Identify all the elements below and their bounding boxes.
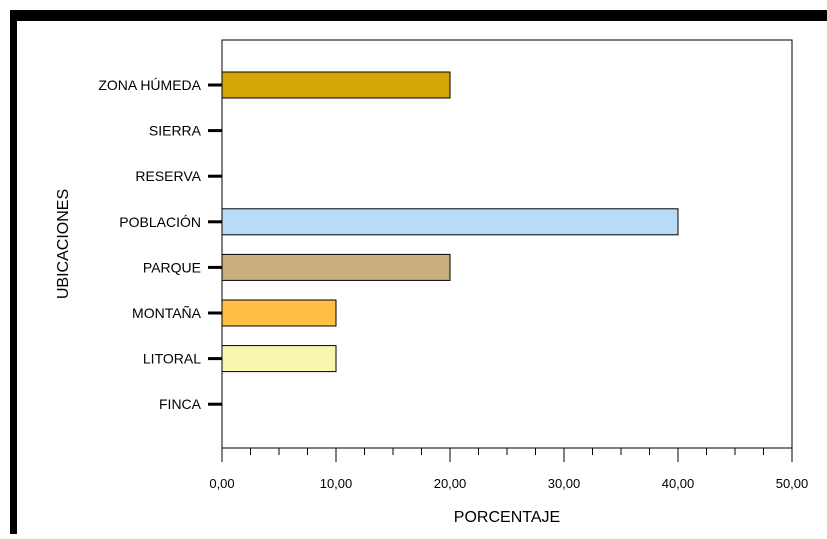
x-axis-title: PORCENTAJE xyxy=(454,509,560,526)
y-tick-label: LITORAL xyxy=(143,351,201,367)
x-tick-label: 20,00 xyxy=(434,476,467,491)
y-tick-label: FINCA xyxy=(159,396,202,412)
bar-parque xyxy=(221,253,451,281)
y-tick-label: ZONA HÚMEDA xyxy=(98,77,201,93)
x-tick-label: 0,00 xyxy=(209,476,234,491)
y-tick-label: POBLACIÓN xyxy=(119,214,201,230)
y-tick-label: RESERVA xyxy=(135,168,201,184)
bar-población xyxy=(221,208,679,236)
bar-zona-húmeda xyxy=(221,71,451,99)
bars-group xyxy=(221,71,679,373)
outer-border-left xyxy=(10,10,17,534)
y-axis-ticks: ZONA HÚMEDA SIERRA RESERVA POBLACIÓN PARQUE M… xyxy=(98,77,222,412)
y-tick-label: SIERRA xyxy=(149,123,202,139)
bar-montaña xyxy=(221,299,337,327)
x-tick-label: 50,00 xyxy=(776,476,809,491)
x-axis-ticks: 0,00 10,00 20,00 30,00 40,00 50,00 xyxy=(209,448,808,491)
x-tick-label: 40,00 xyxy=(662,476,695,491)
x-tick-label: 10,00 xyxy=(320,476,353,491)
plot-area xyxy=(221,39,793,449)
x-tick-label: 30,00 xyxy=(548,476,581,491)
y-tick-label: MONTAÑA xyxy=(132,305,202,321)
outer-border-top xyxy=(10,10,827,21)
y-axis-title: UBICACIONES xyxy=(55,189,72,299)
y-tick-label: PARQUE xyxy=(143,259,201,275)
bar-litoral xyxy=(221,345,337,373)
